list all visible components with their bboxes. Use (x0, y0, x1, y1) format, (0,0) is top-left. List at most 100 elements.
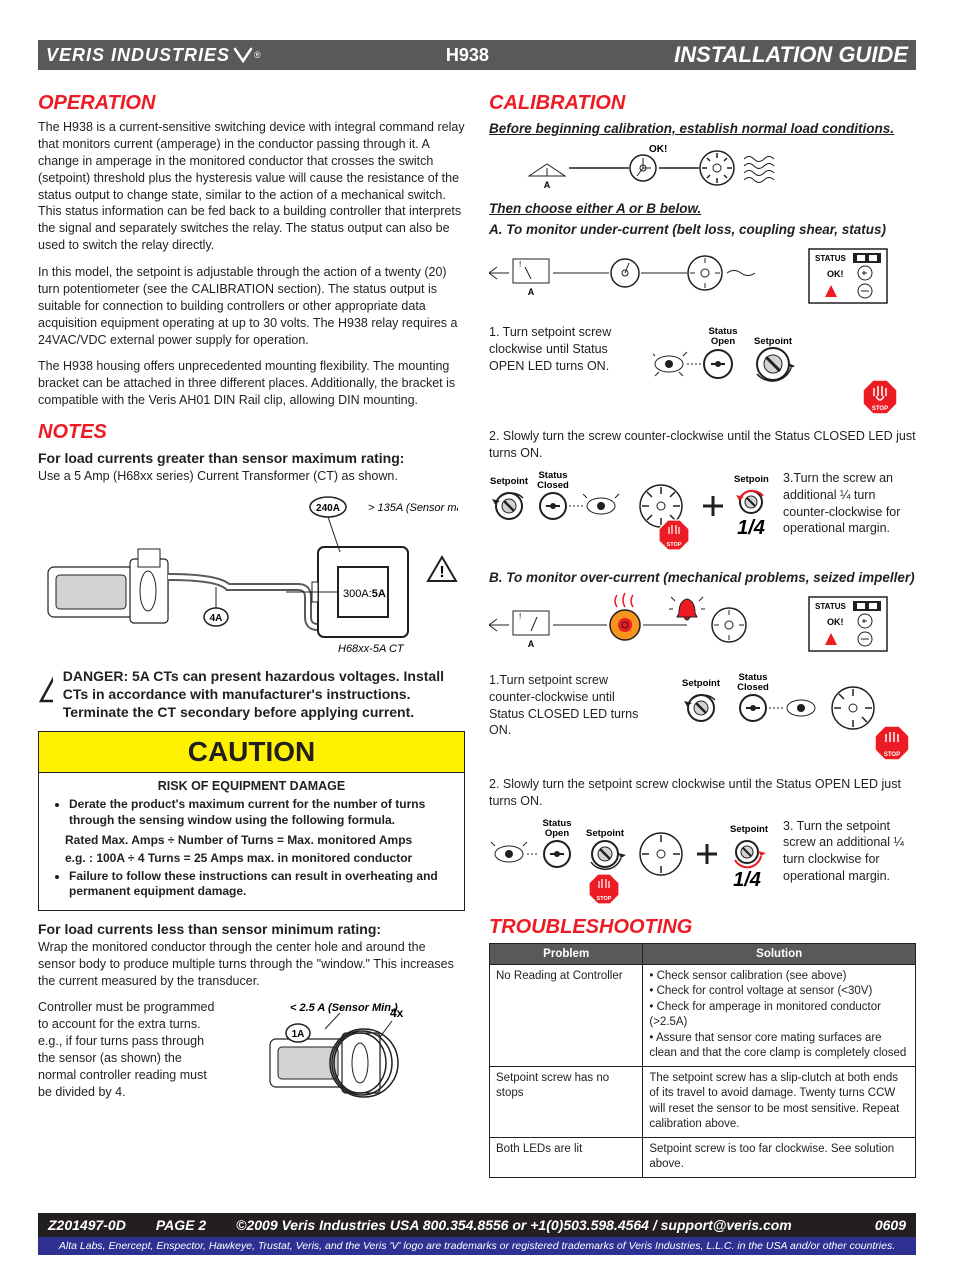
label-ct-model: H68xx-5A CT (338, 643, 405, 655)
label-4a: 4A (210, 613, 223, 624)
table-row: No Reading at Controller• Check sensor c… (490, 964, 916, 1066)
caution-b1: Derate the product's maximum current for… (69, 797, 452, 828)
svg-text:!: ! (519, 612, 521, 621)
svg-text:STOP: STOP (872, 406, 888, 412)
footer: Z201497-0D PAGE 2 ©2009 Veris Industries… (0, 1213, 954, 1255)
svg-text:Setpoint: Setpoint (586, 828, 625, 839)
label-sensor-min: < 2.5 A (Sensor Min.) (290, 1002, 398, 1014)
footer-date: 0609 (875, 1217, 906, 1233)
svg-text:Setpoint: Setpoint (682, 678, 721, 689)
cal-b1: 1.Turn setpoint screw counter-clockwise … (489, 672, 639, 740)
th-problem: Problem (490, 943, 643, 964)
cal-b2-diag: Status Open Setpoint STOP Setpoint 1/4 (489, 818, 769, 908)
cal-a3: 3.Turn the screw an additional ¼ turn co… (783, 470, 913, 538)
notes-heading: NOTES (38, 421, 465, 444)
stop-icon: STOP (589, 874, 619, 904)
table-row: Setpoint screw has no stopsThe setpoint … (490, 1066, 916, 1137)
svg-text:Setpoint: Setpoint (730, 824, 769, 835)
cal-a-diag1: ! A STATUS OK! (489, 243, 909, 313)
table-row: Both LEDs are litSetpoint screw is too f… (490, 1137, 916, 1177)
caution-example: e.g. : 100A ÷ 4 Turns = 25 Amps max. in … (65, 851, 452, 865)
footer-trademark: Alta Labs, Enercept, Enspector, Hawkeye,… (38, 1237, 916, 1255)
header-title: INSTALLATION GUIDE (674, 42, 908, 68)
svg-text:!: ! (439, 564, 444, 581)
cal-a1: 1. Turn setpoint screw clockwise until S… (489, 324, 639, 375)
header-bar: VERIS INDUSTRIES ® H938 INSTALLATION GUI… (38, 40, 916, 70)
svg-text:A: A (528, 639, 535, 649)
svg-text:Open: Open (545, 828, 569, 839)
ct-diagram: 240A > 135A (Sensor max.) 300A:5A 4A H68… (38, 487, 465, 657)
cal-normal-diagram: OK! A (519, 142, 779, 192)
quarter-a: 1/4 (737, 517, 765, 539)
quarter-b: 1/4 (733, 869, 761, 891)
notes-sub1: For load currents greater than sensor ma… (38, 450, 465, 466)
stop-icon: STOP (659, 520, 689, 550)
cell-solution: Setpoint screw is too far clockwise. See… (643, 1137, 916, 1177)
caution-formula: Rated Max. Amps ÷ Number of Turns = Max.… (65, 833, 452, 847)
cal-a2-diag: Setpoint Status Closed STOP Setpoint 1/4 (489, 470, 769, 556)
cal-a1-diag: Status Open Setpoint STOP (653, 324, 913, 420)
svg-text:Closed: Closed (737, 682, 769, 693)
svg-text:Open: Open (711, 336, 735, 347)
label-240a: 240A (316, 503, 340, 514)
danger-text: DANGER: 5A CTs can present hazardous vol… (63, 667, 465, 722)
svg-text:STATUS: STATUS (815, 254, 846, 263)
svg-text:OK!: OK! (827, 269, 844, 279)
cal-a2: 2. Slowly turn the screw counter-clockwi… (489, 428, 916, 462)
svg-text:STOP: STOP (667, 542, 682, 548)
th-solution: Solution (643, 943, 916, 964)
cal-a-head: A. To monitor under-current (belt loss, … (489, 222, 916, 237)
brand-logo-icon (232, 46, 254, 64)
notes-sub2-p1: Wrap the monitored conductor through the… (38, 939, 465, 990)
label-300-5: 300A:5A (343, 588, 386, 600)
svg-text:Closed: Closed (537, 480, 569, 491)
cell-problem: Setpoint screw has no stops (490, 1066, 643, 1137)
svg-text:A: A (544, 180, 551, 190)
min-diagram: < 2.5 A (Sensor Min.) 4x 1A (230, 999, 450, 1099)
stop-icon: STOP (863, 380, 897, 414)
operation-p1: The H938 is a current-sensitive switchin… (38, 119, 465, 254)
svg-text:STATUS: STATUS (815, 602, 846, 611)
caution-b2: Failure to follow these instructions can… (69, 869, 452, 900)
label-1a: 1A (292, 1029, 305, 1040)
cal-b3: 3. Turn the setpoint screw an additional… (783, 818, 913, 886)
header-brand: VERIS INDUSTRIES (46, 45, 230, 66)
cell-problem: No Reading at Controller (490, 964, 643, 1066)
cal-choose: Then choose either A or B below. (489, 201, 916, 216)
troubleshooting-heading: TROUBLESHOOTING (489, 916, 916, 939)
operation-heading: OPERATION (38, 92, 465, 115)
svg-text:OK!: OK! (827, 617, 844, 627)
label-sensor-max: > 135A (Sensor max.) (368, 502, 458, 514)
notes-sub1-text: Use a 5 Amp (H68xx series) Current Trans… (38, 468, 465, 485)
cal-b-diag1: ! A STATUS OK! (489, 591, 909, 661)
warning-icon: ! (38, 667, 53, 707)
cell-solution: The setpoint screw has a slip-clutch at … (643, 1066, 916, 1137)
danger-warning: ! DANGER: 5A CTs can present hazardous v… (38, 667, 465, 722)
cal-b1-diag: Setpoint Status Closed STOP (653, 672, 913, 768)
cal-b2: 2. Slowly turn the setpoint screw clockw… (489, 776, 916, 810)
stop-icon: STOP (875, 726, 909, 760)
svg-text:Setpoint: Setpoint (490, 476, 529, 487)
calibration-heading: CALIBRATION (489, 92, 916, 115)
footer-doc: Z201497-0D (48, 1217, 126, 1233)
footer-page: PAGE 2 (156, 1217, 206, 1233)
svg-text:Setpoint: Setpoint (734, 474, 769, 485)
caution-title: CAUTION (39, 732, 464, 773)
svg-text:Setpoint: Setpoint (754, 336, 793, 347)
notes-sub2: For load currents less than sensor minim… (38, 921, 465, 937)
svg-text:STOP: STOP (884, 752, 900, 758)
svg-text:!: ! (519, 260, 521, 269)
ok-label: OK! (649, 144, 667, 155)
operation-p3: The H938 housing offers unprecedented mo… (38, 358, 465, 409)
warning-icon: ! (428, 557, 456, 581)
cell-problem: Both LEDs are lit (490, 1137, 643, 1177)
left-column: OPERATION The H938 is a current-sensitiv… (38, 80, 465, 1178)
label-4x: 4x (390, 1006, 404, 1020)
notes-sub2-p2: Controller must be programmed to account… (38, 999, 218, 1100)
right-column: CALIBRATION Before beginning calibration… (489, 80, 916, 1178)
cal-b-head: B. To monitor over-current (mechanical p… (489, 570, 916, 585)
cell-solution: • Check sensor calibration (see above) •… (643, 964, 916, 1066)
caution-risk: RISK OF EQUIPMENT DAMAGE (51, 779, 452, 793)
header-model: H938 (261, 45, 674, 66)
svg-text:A: A (528, 287, 535, 297)
